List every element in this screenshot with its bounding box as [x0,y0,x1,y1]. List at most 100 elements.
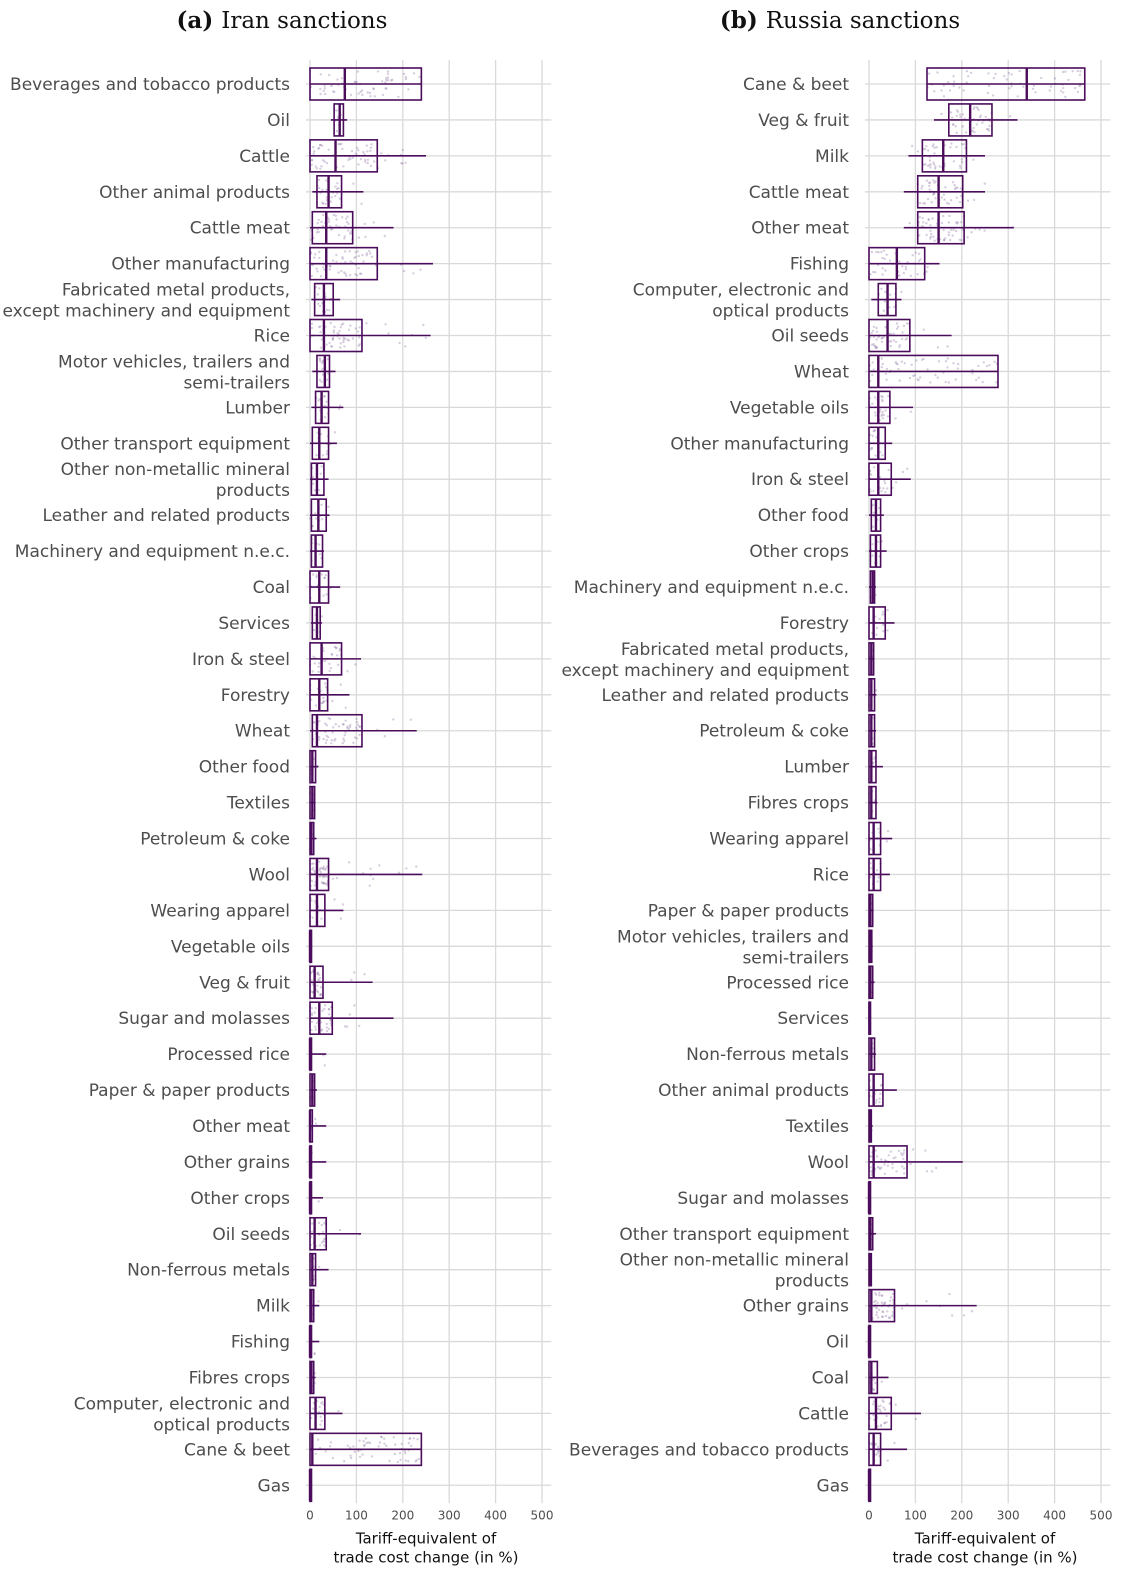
data-point [910,144,914,148]
data-point [947,381,951,384]
category-label-line: Other animal products [99,183,290,203]
x-tick-label: 500 [531,1508,554,1522]
data-point [872,270,875,274]
data-point [972,158,975,161]
data-point [346,726,349,730]
data-point [320,465,323,468]
x-axis-label-line: trade cost change (in %) [892,1548,1077,1566]
data-point [903,362,906,365]
data-point [396,1460,400,1464]
data-point [318,543,321,546]
category-label-line: Rice [813,865,849,885]
data-point [354,81,357,84]
data-point [353,1450,356,1453]
category-row: Other non-metallic mineral products [620,1251,873,1292]
data-point [953,183,956,187]
category-label: Processed rice [167,1045,290,1065]
data-point [357,149,360,152]
data-point [380,1435,383,1439]
data-point [895,322,899,325]
data-point [936,346,940,349]
data-point [875,1313,878,1317]
data-point [881,1315,884,1319]
panel-tag: (a) [177,7,222,34]
data-point [898,345,901,349]
category-label: Oil seeds [212,1225,290,1245]
data-point [874,414,877,417]
data-point [355,717,358,720]
data-point [368,1441,372,1445]
data-point [356,330,360,333]
data-point [311,482,315,485]
data-point [928,188,931,191]
category-row: Services [218,606,324,640]
data-point [324,685,328,689]
data-point [871,543,874,546]
data-point [331,259,335,262]
data-point [972,107,975,111]
x-tick-label: 200 [950,1508,973,1522]
data-point [897,325,900,328]
category-label: Vegetable oils [730,398,849,418]
data-point [334,194,337,198]
data-point [984,115,987,119]
data-point [345,217,348,220]
data-point [373,95,376,98]
data-point [331,336,335,340]
data-point [873,429,877,432]
category-label-line: Wearing apparel [709,830,849,850]
x-tick-label: 100 [904,1508,927,1522]
data-point [333,325,336,329]
data-point [1078,84,1081,88]
data-point [882,630,885,633]
data-point [905,322,909,325]
data-point [313,662,316,665]
data-point [347,158,350,162]
data-point [342,722,345,726]
data-point [313,150,316,153]
data-point [942,95,946,98]
data-point [312,862,315,865]
data-point [325,188,328,191]
data-point [952,84,955,88]
category-label: Other animal products [658,1081,849,1101]
data-point [946,345,949,348]
data-point [893,1441,896,1445]
data-point [875,626,879,630]
data-point [1032,84,1036,88]
data-point [914,251,917,254]
data-point [881,395,884,399]
data-point [317,735,321,739]
data-point [314,512,317,515]
data-point [918,215,921,219]
data-point [422,323,425,327]
data-point [894,340,898,344]
data-point [317,218,320,221]
data-point [885,378,888,381]
data-point [872,762,875,765]
data-point [1049,85,1053,88]
data-point [331,877,335,880]
data-point [878,1291,881,1294]
data-point [891,1298,895,1302]
data-point [942,239,946,242]
data-point [927,72,931,75]
data-point [324,1004,327,1007]
data-point [948,214,951,218]
data-point [346,338,349,341]
data-point [314,253,317,256]
data-point [362,150,365,154]
data-point [932,161,935,164]
category-label-line: Other transport equipment [619,1225,849,1245]
panel-russia-sanctions: (b) Russia sanctions Cane & beet Veg & fru… [562,7,1113,1566]
data-point [327,505,330,508]
category-label-line: Computer, electronic and [633,281,849,301]
data-point [947,233,951,237]
data-point [402,72,406,76]
data-point [318,360,322,363]
data-point [872,511,875,514]
data-point [338,1228,342,1232]
data-point [883,1301,886,1305]
data-point [873,429,876,432]
